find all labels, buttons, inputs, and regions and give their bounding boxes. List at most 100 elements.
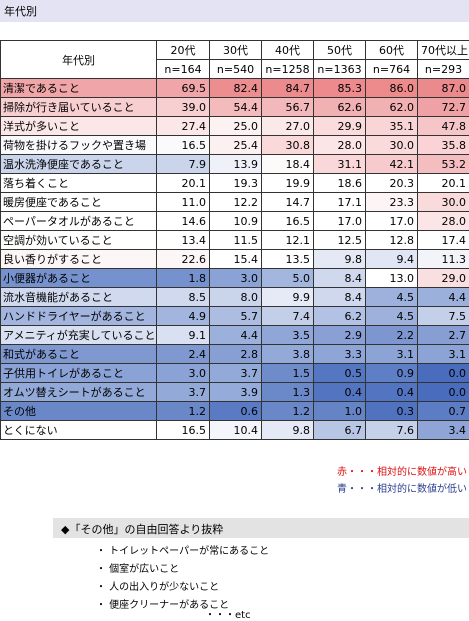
table-cell: 14.6	[157, 212, 210, 231]
row-label: アメニティが充実していること	[1, 326, 157, 345]
notes-list: ・ トイレットペーパーが常にあること・ 個室が広いこと・ 人の出入りが少ないこと…	[96, 543, 269, 615]
table-cell: 16.5	[157, 136, 210, 155]
table-cell: 14.7	[262, 193, 314, 212]
table-cell: 18.6	[314, 174, 366, 193]
table-cell: 56.7	[262, 98, 314, 117]
column-sample-size: n=164	[157, 60, 210, 79]
row-label: 良い香りがすること	[1, 250, 157, 269]
table-cell: 84.7	[262, 79, 314, 98]
column-sample-size: n=1258	[262, 60, 314, 79]
table-cell: 3.3	[314, 345, 366, 364]
row-label: その他	[1, 402, 157, 421]
table-cell: 4.4	[210, 326, 262, 345]
table-cell: 3.8	[262, 345, 314, 364]
row-label: 小便器があること	[1, 269, 157, 288]
table-cell: 35.1	[366, 117, 418, 136]
table-cell: 11.5	[210, 231, 262, 250]
table-cell: 11.3	[418, 250, 469, 269]
legend-red: 赤・・・相対的に数値が高い	[337, 463, 467, 478]
table-cell: 8.0	[210, 288, 262, 307]
row-label: 落ち着くこと	[1, 174, 157, 193]
table-cell: 7.9	[157, 155, 210, 174]
table-cell: 82.4	[210, 79, 262, 98]
column-sample-size: n=764	[366, 60, 418, 79]
column-header: 30代	[210, 41, 262, 60]
table-cell: 3.7	[210, 364, 262, 383]
table-cell: 2.9	[314, 326, 366, 345]
table-cell: 20.3	[366, 174, 418, 193]
table-cell: 30.8	[262, 136, 314, 155]
column-header: 50代	[314, 41, 366, 60]
table-cell: 7.6	[366, 421, 418, 440]
row-label-header: 年代別	[1, 41, 157, 79]
table-cell: 27.4	[157, 117, 210, 136]
table-cell: 85.3	[314, 79, 366, 98]
table-cell: 0.7	[418, 402, 469, 421]
table-cell: 7.5	[418, 307, 469, 326]
table-cell: 25.0	[210, 117, 262, 136]
table-cell: 87.0	[418, 79, 469, 98]
table-cell: 2.7	[418, 326, 469, 345]
table-cell: 0.0	[418, 364, 469, 383]
table-cell: 0.0	[418, 383, 469, 402]
table-cell: 12.2	[210, 193, 262, 212]
table-cell: 3.9	[210, 383, 262, 402]
table-cell: 7.4	[262, 307, 314, 326]
table-cell: 19.9	[262, 174, 314, 193]
row-label: 荷物を掛けるフックや置き場	[1, 136, 157, 155]
row-label: 掃除が行き届いていること	[1, 98, 157, 117]
table-cell: 69.5	[157, 79, 210, 98]
table-cell: 9.1	[157, 326, 210, 345]
table-cell: 1.2	[157, 402, 210, 421]
row-label: 空調が効いていること	[1, 231, 157, 250]
table-cell: 2.2	[366, 326, 418, 345]
column-header: 70代以上	[418, 41, 469, 60]
table-cell: 3.0	[210, 269, 262, 288]
row-label: 暖房便座であること	[1, 193, 157, 212]
table-cell: 29.0	[418, 269, 469, 288]
table-cell: 16.5	[157, 421, 210, 440]
table-cell: 2.4	[157, 345, 210, 364]
table-cell: 29.9	[314, 117, 366, 136]
table-cell: 12.8	[366, 231, 418, 250]
table-cell: 20.1	[157, 174, 210, 193]
table-cell: 35.8	[418, 136, 469, 155]
table-cell: 3.1	[366, 345, 418, 364]
table-cell: 13.9	[210, 155, 262, 174]
table-cell: 62.6	[314, 98, 366, 117]
table-cell: 1.2	[262, 402, 314, 421]
table-cell: 0.9	[366, 364, 418, 383]
row-label: 洋式が多いこと	[1, 117, 157, 136]
table-cell: 1.5	[262, 364, 314, 383]
table-cell: 3.4	[418, 421, 469, 440]
table-cell: 9.4	[366, 250, 418, 269]
table-cell: 23.3	[366, 193, 418, 212]
table-cell: 6.2	[314, 307, 366, 326]
row-label: 流水音機能があること	[1, 288, 157, 307]
table-cell: 4.5	[366, 288, 418, 307]
table-cell: 9.9	[262, 288, 314, 307]
row-label: とくにない	[1, 421, 157, 440]
table-cell: 5.7	[210, 307, 262, 326]
notes-title: ◆「その他」の自由回答より抜粋	[53, 518, 469, 538]
table-cell: 3.5	[262, 326, 314, 345]
table-cell: 27.0	[262, 117, 314, 136]
table-cell: 0.3	[366, 402, 418, 421]
row-label: 子供用トイレがあること	[1, 364, 157, 383]
table-cell: 28.0	[314, 136, 366, 155]
table-cell: 8.4	[314, 269, 366, 288]
table-cell: 4.5	[366, 307, 418, 326]
legend-blue: 青・・・相対的に数値が低い	[337, 480, 467, 495]
table-cell: 20.1	[418, 174, 469, 193]
table-cell: 62.0	[366, 98, 418, 117]
column-header: 60代	[366, 41, 418, 60]
